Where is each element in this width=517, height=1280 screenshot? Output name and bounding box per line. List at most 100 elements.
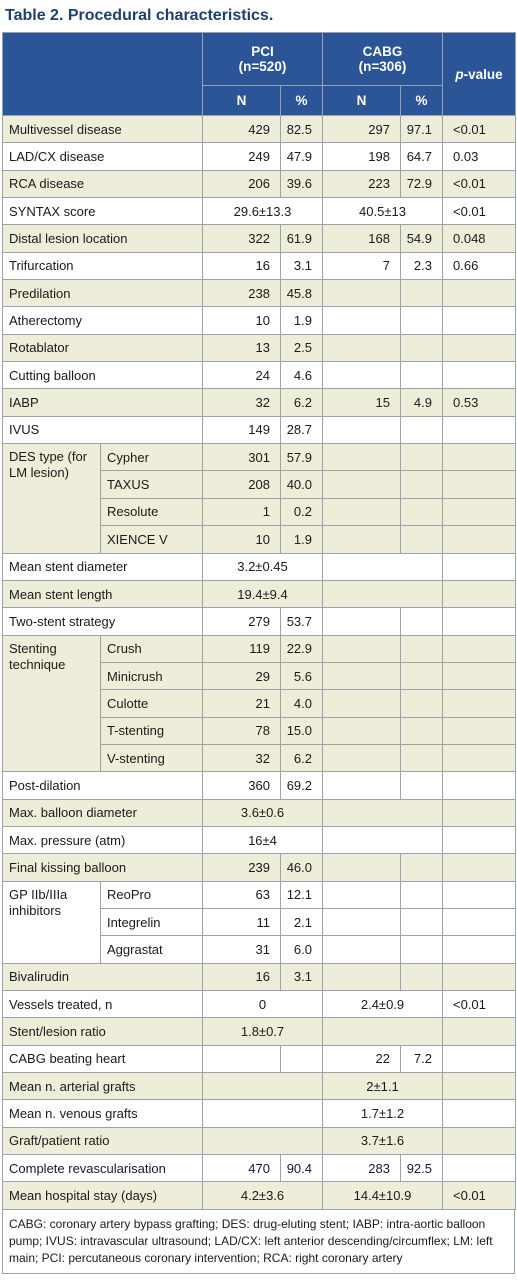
row-label: Rotablator [2,333,203,363]
cell-cabg-pct [400,771,443,800]
table-row: Aggrastat 31 6.0 [3,935,516,964]
cell-p-value [442,525,516,554]
cell-cabg-pct [400,470,443,499]
table-row: Max. pressure (atm) 16±4 [2,825,516,855]
cell-pci-pct: 1.9 [280,306,323,335]
cell-p-value [442,1072,516,1101]
cell-cabg-n [322,279,401,308]
cell-pci-pct: 1.9 [280,525,323,554]
cell-pci-pct: 22.9 [280,634,323,663]
table-row: Resolute 1 0.2 [3,497,516,527]
cell-cabg-pct [400,497,443,527]
cell-p-value: <0.01 [442,1181,516,1210]
cell-cabg-n [322,743,401,773]
row-group-label: GP IIb/IIIa inhibitors [2,880,101,964]
row-label: RCA disease [2,169,203,199]
table-row: Stenting technique Crush 119 22.9 [2,634,516,773]
row-label: Distal lesion location [2,224,203,253]
cell-cabg-n: 15 [322,388,401,417]
cell-p-value [442,552,516,581]
table-row: RCA disease 206 39.6 223 72.9 <0.01 [2,169,516,199]
cell-p-value [442,306,516,335]
cell-cabg-span [322,579,443,609]
cell-p-value: <0.01 [442,169,516,199]
cell-p-value [442,470,516,499]
cell-pci-pct: 90.4 [280,1154,323,1183]
cell-pci-pct: 47.9 [280,142,323,171]
procedural-table: PCI (n=520) CABG (n=306) p-value N % N %… [2,32,516,1210]
cell-cabg-n [322,771,401,800]
cell-pci-span [202,1099,323,1128]
table-row: GP IIb/IIIa inhibitors ReoPro 63 12.1 [2,880,516,964]
row-label: Mean n. arterial grafts [2,1072,203,1101]
cell-pci-pct: 28.7 [280,415,323,445]
cell-cabg-n [322,333,401,363]
cell-pci-n: 238 [202,279,281,308]
row-label: Cutting balloon [2,361,203,390]
header-pci-label: PCI [251,44,274,59]
cell-p-value: 0.66 [442,251,516,281]
cell-cabg-pct [400,306,443,335]
cell-p-value [442,935,516,964]
cell-pci-n: 208 [202,470,281,499]
cell-pci-pct: 6.0 [280,935,323,964]
cell-p-value [442,716,516,745]
row-label: Complete revascularisation [2,1154,203,1183]
cell-pci-n [202,1044,281,1074]
cell-pci-n: 360 [202,771,281,800]
cell-cabg-pct [400,661,443,691]
table-body: Multivessel disease 429 82.5 297 97.1 <0.01 LA… [2,114,516,1210]
cell-cabg-n [322,470,401,499]
row-label: Graft/patient ratio [2,1126,203,1156]
cell-pci-pct: 69.2 [280,771,323,800]
cell-cabg-pct [400,279,443,308]
cell-p-value [442,634,516,663]
row-label: IABP [2,388,203,417]
row-label: Mean n. venous grafts [2,1099,203,1128]
header-p-italic: p [455,66,464,82]
cell-pci-span: 19.4±9.4 [202,579,323,609]
row-label: Max. balloon diameter [2,798,203,827]
table-row: T-stenting 78 15.0 [3,716,516,745]
table-row: DES type (for LM lesion) Cypher 301 57.9 [2,443,516,554]
cell-p-value: <0.01 [442,197,516,226]
cell-pci-pct: 5.6 [280,661,323,691]
cell-p-value [442,607,516,636]
cell-p-value [442,907,516,937]
row-sub-label: Crush [100,634,203,663]
cell-p-value [442,771,516,800]
cell-p-value [442,333,516,363]
cell-cabg-pct [400,443,443,472]
row-sub-label: Minicrush [100,661,203,691]
table-row: Minicrush 29 5.6 [3,661,516,691]
cell-cabg-n [322,853,401,882]
table-row: Atherectomy 10 1.9 [2,306,516,335]
cell-cabg-n [322,497,401,527]
table-row: Final kissing balloon 239 46.0 [2,853,516,882]
row-label: Max. pressure (atm) [2,825,203,855]
table-row: Integrelin 11 2.1 [3,907,516,937]
table-row: XIENCE V 10 1.9 [3,525,516,554]
table-row: TAXUS 208 40.0 [3,470,516,499]
cell-p-value [442,1126,516,1156]
cell-p-value [442,853,516,882]
cell-pci-span: 4.2±3.6 [202,1181,323,1210]
table-row: Predilation 238 45.8 [2,279,516,308]
table-row: Cutting balloon 24 4.6 [2,361,516,390]
table-row: Mean n. arterial grafts 2±1.1 [2,1072,516,1101]
cell-pci-n: 29 [202,661,281,691]
cell-cabg-span: 2±1.1 [322,1072,443,1101]
cell-pci-pct: 12.1 [280,880,323,909]
row-sub-label: XIENCE V [100,525,203,554]
table-row: Stent/lesion ratio 1.8±0.7 [2,1017,516,1046]
cell-cabg-span: 3.7±1.6 [322,1126,443,1156]
cell-pci-n: 21 [202,689,281,718]
cell-cabg-n [322,880,401,909]
table-row: IABP 32 6.2 15 4.9 0.53 [2,388,516,417]
row-label: Bivalirudin [2,962,203,992]
row-sub-label: Resolute [100,497,203,527]
row-label: Final kissing balloon [2,853,203,882]
cell-cabg-pct [400,716,443,745]
cell-pci-n: 63 [202,880,281,909]
cell-cabg-pct [400,853,443,882]
